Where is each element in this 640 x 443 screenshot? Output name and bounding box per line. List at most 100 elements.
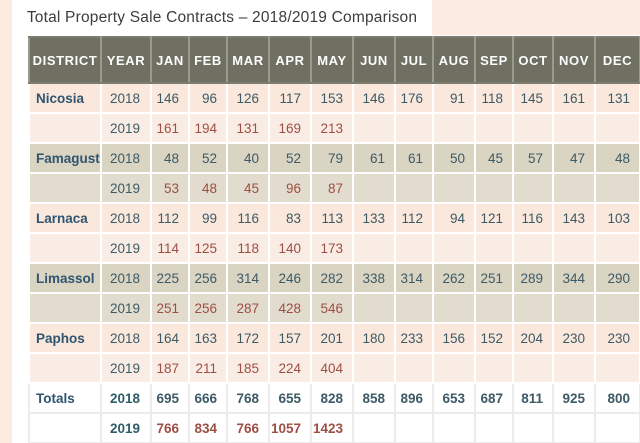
cell-value: 99 [188, 202, 228, 234]
cell-value [432, 172, 476, 204]
cell-value [394, 232, 434, 264]
column-header-oct: OCT [512, 36, 554, 84]
cell-value: 262 [432, 262, 476, 294]
cell-value: 800 [594, 382, 640, 414]
cell-value: 118 [474, 82, 514, 114]
cell-district [28, 112, 102, 144]
cell-value: 251 [150, 292, 190, 324]
cell-value: 61 [394, 142, 434, 174]
cell-value: 404 [310, 352, 354, 384]
cell-year: 2019 [100, 172, 152, 204]
table-row-paphos-2018: Paphos 2018 164 163 172 157 201 180 233 156 152 204… [28, 322, 640, 354]
cell-value: 125 [188, 232, 228, 264]
cell-value: 87 [310, 172, 354, 204]
table-body: Nicosia 2018 146 96 126 117 153 146 176 91 118 145 1… [28, 82, 640, 443]
cell-value: 146 [150, 82, 190, 114]
cell-value: 126 [226, 82, 270, 114]
cell-value: 161 [552, 82, 596, 114]
cell-year: 2018 [100, 382, 152, 414]
column-header-jun: JUN [352, 36, 396, 84]
cell-value [352, 352, 396, 384]
cell-value: 204 [512, 322, 554, 354]
cell-district: Limassol [28, 262, 102, 294]
cell-year: 2018 [100, 262, 152, 294]
cell-value: 164 [150, 322, 190, 354]
cell-value: 185 [226, 352, 270, 384]
cell-value: 156 [432, 322, 476, 354]
cell-year: 2019 [100, 232, 152, 264]
cell-district: Totals [28, 382, 102, 414]
cell-district: Nicosia [28, 82, 102, 114]
cell-district: Famagusta [28, 142, 102, 174]
cell-value [352, 232, 396, 264]
cell-value: 140 [268, 232, 312, 264]
cell-value: 118 [226, 232, 270, 264]
cell-value [594, 412, 640, 443]
cell-value: 666 [188, 382, 228, 414]
cell-value [352, 412, 396, 443]
cell-year: 2019 [100, 352, 152, 384]
cell-year: 2019 [100, 292, 152, 324]
cell-value [474, 412, 514, 443]
table-row-totals-2019: 2019 766 834 766 1057 1423 [28, 412, 640, 443]
cell-value: 768 [226, 382, 270, 414]
cell-value [512, 232, 554, 264]
cell-value: 143 [552, 202, 596, 234]
column-header-dec: DEC [594, 36, 640, 84]
cell-value: 828 [310, 382, 354, 414]
column-header-year: YEAR [100, 36, 152, 84]
cell-value: 1423 [310, 412, 354, 443]
cell-value [474, 112, 514, 144]
header-row: DISTRICT YEAR JAN FEB MAR APR MAY JUN JUL AUG SEP O… [28, 36, 640, 84]
cell-value: 94 [432, 202, 476, 234]
table-row-totals-2018: Totals 2018 695 666 768 655 828 858 896 653 687 811… [28, 382, 640, 414]
cell-value: 114 [150, 232, 190, 264]
cell-value [474, 352, 514, 384]
column-header-aug: AUG [432, 36, 476, 84]
cell-value: 133 [352, 202, 396, 234]
cell-value [394, 112, 434, 144]
table-row-nicosia-2019: 2019 161 194 131 169 213 [28, 112, 640, 144]
cell-value: 146 [352, 82, 396, 114]
cell-district [28, 412, 102, 443]
cell-value: 57 [512, 142, 554, 174]
column-header-district: DISTRICT [28, 36, 102, 84]
cell-value: 314 [394, 262, 434, 294]
cell-value [352, 172, 396, 204]
cell-value: 53 [150, 172, 190, 204]
cell-district: Paphos [28, 322, 102, 354]
cell-year: 2018 [100, 82, 152, 114]
cell-value: 314 [226, 262, 270, 294]
cell-value: 47 [552, 142, 596, 174]
cell-year: 2019 [100, 412, 152, 443]
column-header-may: MAY [310, 36, 354, 84]
cell-value: 187 [150, 352, 190, 384]
cell-value: 176 [394, 82, 434, 114]
cell-value: 194 [188, 112, 228, 144]
cell-value: 811 [512, 382, 554, 414]
cell-value: 116 [226, 202, 270, 234]
cell-value: 96 [188, 82, 228, 114]
cell-value: 48 [150, 142, 190, 174]
cell-value [512, 292, 554, 324]
cell-value: 546 [310, 292, 354, 324]
cell-value [552, 412, 596, 443]
column-header-mar: MAR [226, 36, 270, 84]
table-row-larnaca-2018: Larnaca 2018 112 99 116 83 113 133 112 94 121 116 14… [28, 202, 640, 234]
cell-value: 61 [352, 142, 396, 174]
table-row-limassol-2018: Limassol 2018 225 256 314 246 282 338 314 262 251 2… [28, 262, 640, 294]
cell-value: 251 [474, 262, 514, 294]
cell-value: 224 [268, 352, 312, 384]
cell-value: 256 [188, 262, 228, 294]
cell-value: 233 [394, 322, 434, 354]
cell-value [552, 352, 596, 384]
cell-value: 48 [188, 172, 228, 204]
cell-value: 256 [188, 292, 228, 324]
cell-value [394, 412, 434, 443]
cell-value: 655 [268, 382, 312, 414]
cell-district [28, 232, 102, 264]
cell-value [432, 412, 476, 443]
cell-value: 172 [226, 322, 270, 354]
cell-value: 163 [188, 322, 228, 354]
cell-value: 290 [594, 262, 640, 294]
